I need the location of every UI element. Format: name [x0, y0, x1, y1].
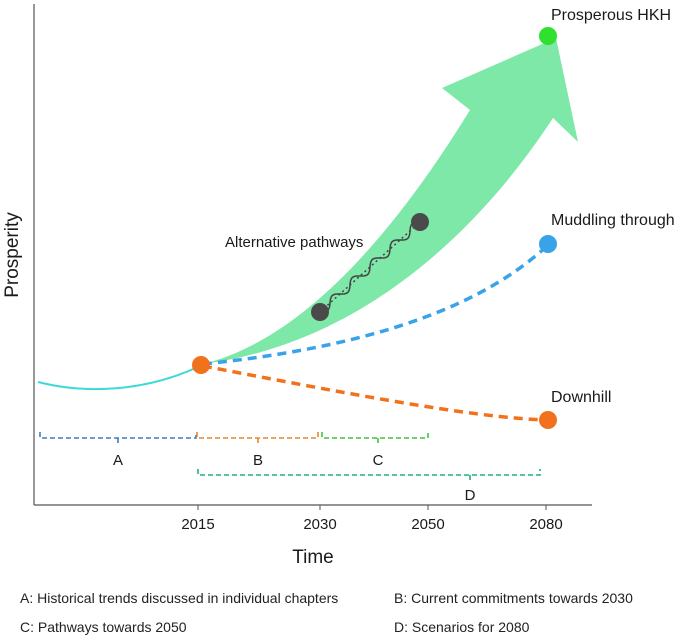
- tick-label-2050: 2050: [411, 516, 444, 533]
- bracket-d: [197, 469, 541, 480]
- bracket-a-label: A: [113, 452, 123, 469]
- legend-c: C: Pathways towards 2050: [20, 619, 187, 635]
- legend-d: D: Scenarios for 2080: [394, 619, 530, 635]
- alternative-pathways-label: Alternative pathways: [225, 234, 363, 251]
- pathway-node-start: [311, 303, 329, 321]
- y-axis-label: Prosperity: [2, 212, 23, 298]
- alternative-pathway-wave: [320, 221, 420, 313]
- bracket-c-label: C: [373, 452, 384, 469]
- prosperous-label: Prosperous HKH: [551, 7, 671, 24]
- bracket-b-label: B: [253, 452, 263, 469]
- bracket-d-label: D: [465, 487, 476, 504]
- tick-label-2080: 2080: [529, 516, 562, 533]
- downhill-label: Downhill: [551, 389, 611, 406]
- bracket-b: [196, 432, 319, 443]
- pathway-band: [203, 38, 578, 364]
- legend-b: B: Current commitments towards 2030: [394, 590, 633, 606]
- downhill-endpoint: [539, 411, 557, 429]
- bracket-a: [39, 432, 197, 443]
- scenario-diagram: A B C D Prosperous HKH Muddling through …: [2, 4, 675, 568]
- legend-a: A: Historical trends discussed in indivi…: [20, 590, 339, 606]
- x-axis-label: Time: [292, 547, 334, 568]
- muddling-endpoint: [539, 235, 557, 253]
- muddling-through-line: [202, 243, 550, 366]
- pathway-node-end: [411, 213, 429, 231]
- tick-label-2030: 2030: [303, 516, 336, 533]
- tick-label-2015: 2015: [181, 516, 214, 533]
- historical-trend-line: [37, 365, 201, 391]
- prosperous-endpoint: [539, 27, 557, 45]
- start-point-2015: [192, 356, 210, 374]
- muddling-label: Muddling through: [551, 212, 675, 229]
- downhill-line: [202, 364, 549, 422]
- bracket-c: [321, 432, 429, 443]
